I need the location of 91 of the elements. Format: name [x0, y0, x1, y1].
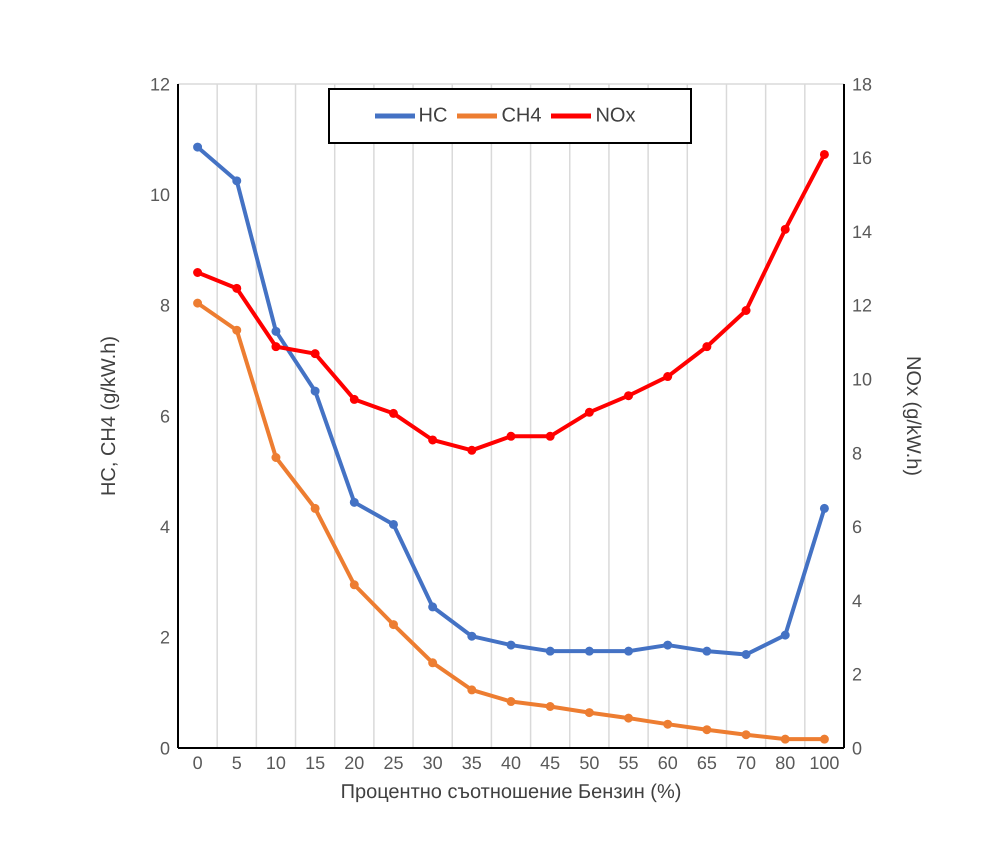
y2-tick-label: 10	[852, 370, 872, 390]
point	[624, 391, 634, 400]
point	[388, 408, 398, 418]
point	[350, 580, 359, 590]
y2-tick-label: 14	[852, 222, 872, 242]
point	[742, 306, 751, 315]
point	[350, 498, 359, 507]
point	[584, 646, 594, 656]
point	[584, 408, 594, 417]
y2-tick-label: 16	[852, 148, 872, 168]
point	[624, 646, 634, 656]
x-tick-label: 0	[192, 752, 203, 773]
point	[702, 725, 712, 734]
point	[546, 646, 555, 656]
point	[702, 646, 712, 656]
y-tick-label: 8	[160, 296, 170, 316]
y2-tick-label: 0	[852, 738, 862, 758]
x-tick-label: 100	[809, 752, 840, 773]
point	[506, 697, 516, 706]
point	[780, 734, 790, 744]
x-tick-label: 55	[618, 752, 639, 773]
point	[467, 446, 476, 455]
point	[820, 504, 829, 513]
y-tick-label: 6	[160, 406, 170, 426]
point	[310, 504, 320, 513]
point	[350, 394, 359, 404]
y-tick-label: 12	[150, 74, 170, 94]
point	[271, 326, 280, 336]
x-tick-label: 35	[462, 752, 482, 773]
legend-label: NOx	[595, 104, 636, 126]
point	[820, 150, 829, 159]
x-tick-label: 50	[579, 752, 600, 773]
x-tick-label: 80	[775, 752, 796, 773]
x-tick-label: 60	[658, 752, 678, 773]
x-tick-label: 5	[232, 752, 242, 773]
y2-tick-label: 12	[852, 296, 872, 316]
x-tick-label: 20	[344, 752, 364, 773]
point	[428, 602, 438, 612]
point	[232, 326, 242, 335]
point	[467, 685, 476, 694]
y2-tick-label: 18	[852, 74, 872, 94]
point	[820, 734, 829, 744]
x-tick-label: 25	[383, 752, 404, 773]
point	[428, 435, 438, 444]
point	[780, 630, 790, 640]
point	[193, 298, 202, 308]
x-tick-label: 10	[266, 752, 286, 773]
y2-tick-label: 8	[852, 443, 862, 464]
y-tick-label: 0	[160, 738, 170, 758]
point	[232, 284, 242, 293]
point	[506, 640, 516, 650]
point	[663, 720, 672, 729]
point	[310, 386, 320, 396]
y2-axis-title: NOx (g/kW.h)	[902, 356, 924, 476]
point	[702, 342, 712, 352]
point	[663, 372, 672, 382]
y-tick-label: 10	[150, 185, 170, 206]
x-tick-label: 65	[696, 752, 717, 773]
x-tick-label: 40	[500, 752, 522, 773]
y2-tick-label: 4	[852, 590, 862, 611]
point	[271, 342, 280, 352]
point	[742, 650, 751, 659]
point	[310, 349, 320, 358]
point	[271, 453, 280, 462]
point	[388, 620, 398, 630]
x-tick-label: 30	[422, 752, 443, 773]
point	[546, 432, 555, 441]
legend-label: HC	[418, 104, 448, 126]
x-tick-label: 15	[305, 752, 326, 773]
point	[584, 708, 594, 718]
point	[624, 714, 634, 723]
y-tick-label: 2	[160, 628, 170, 648]
point	[388, 520, 398, 529]
y2-tick-label: 2	[852, 664, 862, 685]
point	[428, 658, 438, 668]
point	[506, 432, 516, 441]
y-axis-title: HC, CH4 (g/kW.h)	[98, 336, 120, 496]
y-tick-label: 4	[160, 517, 170, 538]
x-tick-label: 45	[540, 752, 560, 773]
point	[193, 268, 202, 277]
point	[546, 702, 555, 711]
x-axis-title: Процентно съотношение Бензин (%)	[340, 781, 682, 803]
point	[232, 176, 242, 186]
y2-tick-label: 6	[852, 517, 862, 538]
point	[467, 632, 476, 641]
x-tick-label: 70	[736, 752, 756, 773]
point	[193, 142, 202, 152]
point	[780, 224, 790, 234]
point	[742, 730, 751, 740]
legend-label: CH4	[501, 104, 542, 126]
point	[663, 640, 672, 650]
